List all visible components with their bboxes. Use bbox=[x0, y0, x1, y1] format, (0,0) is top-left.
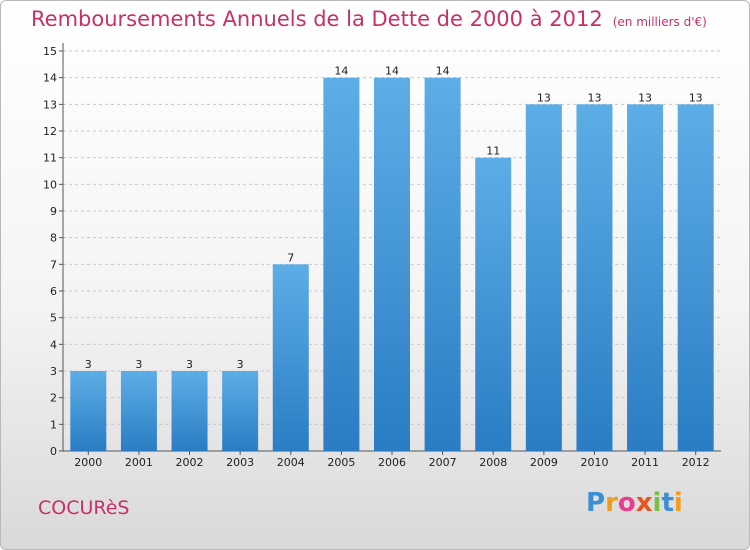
logo-letter: r bbox=[605, 488, 618, 518]
x-tick-label: 2008 bbox=[479, 456, 507, 469]
bar bbox=[475, 157, 512, 451]
data-label: 13 bbox=[689, 91, 703, 104]
x-tick-label: 2007 bbox=[429, 456, 457, 469]
bar bbox=[222, 371, 259, 451]
x-tick-label: 2001 bbox=[125, 456, 153, 469]
y-tick-label: 0 bbox=[50, 445, 57, 458]
y-tick-label: 15 bbox=[43, 45, 57, 58]
bar bbox=[627, 104, 664, 451]
y-tick-label: 11 bbox=[43, 152, 57, 165]
x-tick-label: 2003 bbox=[226, 456, 254, 469]
x-tick-label: 2005 bbox=[327, 456, 355, 469]
data-label: 14 bbox=[334, 65, 348, 78]
bar bbox=[171, 371, 208, 451]
proxiti-logo[interactable]: Proxiti bbox=[586, 488, 683, 518]
bar bbox=[70, 371, 107, 451]
x-tick-label: 2000 bbox=[74, 456, 102, 469]
x-tick-label: 2002 bbox=[176, 456, 204, 469]
logo-letter: x bbox=[635, 488, 653, 518]
logo-letter: P bbox=[586, 488, 606, 518]
logo-letter: i bbox=[673, 488, 683, 518]
title-text: Remboursements Annuels de la Dette de 20… bbox=[31, 7, 603, 31]
y-tick-label: 1 bbox=[50, 418, 57, 431]
bar bbox=[323, 77, 360, 452]
y-tick-label: 10 bbox=[43, 178, 57, 191]
y-tick-label: 14 bbox=[43, 72, 57, 85]
y-tick-label: 6 bbox=[50, 285, 57, 298]
bar bbox=[677, 104, 714, 451]
bars bbox=[70, 77, 714, 452]
place-name: COCURèS bbox=[38, 497, 130, 519]
x-tick-label: 2011 bbox=[631, 456, 659, 469]
data-label: 13 bbox=[537, 91, 551, 104]
bar bbox=[272, 264, 309, 451]
data-label: 3 bbox=[85, 358, 92, 371]
data-label: 14 bbox=[436, 65, 450, 78]
y-tick-label: 3 bbox=[50, 365, 57, 378]
chart-title: Remboursements Annuels de la Dette de 20… bbox=[31, 7, 707, 31]
y-tick-label: 5 bbox=[50, 312, 57, 325]
y-tick-label: 13 bbox=[43, 98, 57, 111]
y-tick-label: 7 bbox=[50, 258, 57, 271]
bar bbox=[525, 104, 562, 451]
bar bbox=[424, 77, 461, 452]
data-label: 7 bbox=[287, 251, 294, 264]
data-label: 3 bbox=[186, 358, 193, 371]
y-tick-label: 4 bbox=[50, 338, 57, 351]
logo-letter: o bbox=[617, 488, 636, 518]
labels: 3 2000 3 2001 3 2002 3 2003 7 2004 14 2005 14 2006 14 2… bbox=[74, 65, 709, 469]
y-tick-label: 8 bbox=[50, 232, 57, 245]
bar bbox=[374, 77, 410, 452]
logo-letter: t bbox=[661, 488, 674, 518]
x-tick-label: 2012 bbox=[682, 456, 710, 469]
y-tick-label: 2 bbox=[50, 392, 57, 405]
data-label: 13 bbox=[587, 91, 601, 104]
bar bbox=[120, 371, 157, 451]
logo-letter: i bbox=[652, 488, 662, 518]
data-label: 3 bbox=[237, 358, 244, 371]
x-tick-label: 2004 bbox=[277, 456, 305, 469]
title-unit: (en milliers d'€) bbox=[612, 15, 707, 29]
x-tick-label: 2009 bbox=[530, 456, 558, 469]
data-label: 13 bbox=[638, 91, 652, 104]
data-label: 11 bbox=[486, 145, 500, 158]
x-tick-label: 2010 bbox=[580, 456, 608, 469]
y-tick-label: 9 bbox=[50, 205, 57, 218]
data-label: 3 bbox=[135, 358, 142, 371]
y-tick-label: 12 bbox=[43, 125, 57, 138]
bar bbox=[576, 104, 613, 451]
x-tick-label: 2006 bbox=[378, 456, 406, 469]
data-label: 14 bbox=[385, 65, 399, 78]
